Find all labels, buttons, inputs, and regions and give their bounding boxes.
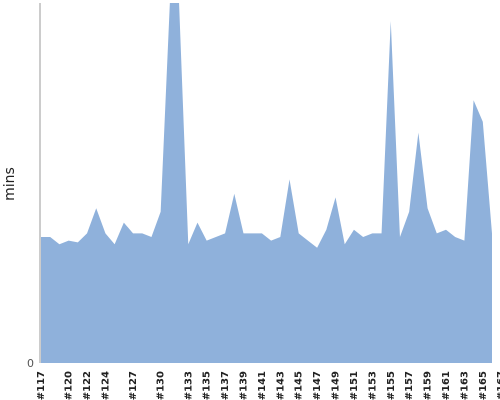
x-tick-label: #145: [294, 371, 305, 400]
x-tick-label: #165: [478, 371, 489, 400]
x-tick-label: #127: [128, 371, 139, 400]
series-area: [41, 3, 492, 363]
x-tick-label: #120: [64, 371, 75, 400]
x-tick-label: #141: [257, 371, 268, 400]
x-axis-ticks: #117 #120 #122 #124 #127 #130 #133 #135 #137 #139…: [36, 371, 500, 400]
x-tick-label: #167: [496, 371, 500, 400]
x-tick-label: #157: [404, 371, 415, 400]
x-tick-label: #163: [459, 371, 470, 400]
x-tick-label: #147: [312, 371, 323, 400]
x-tick-label: #161: [441, 371, 452, 400]
y-axis-title: mins: [2, 167, 18, 201]
x-tick-label: #153: [367, 371, 378, 400]
y-tick-label: 0: [27, 357, 34, 370]
x-tick-label: #130: [156, 371, 167, 400]
x-tick-label: #133: [183, 371, 194, 400]
x-tick-label: #135: [202, 371, 213, 400]
x-tick-label: #139: [238, 371, 249, 400]
x-tick-label: #124: [100, 371, 111, 400]
x-tick-label: #159: [423, 371, 434, 400]
x-tick-label: #151: [349, 371, 360, 400]
x-tick-label: #117: [36, 371, 47, 400]
plot-area: [41, 3, 492, 363]
x-tick-label: #149: [331, 371, 342, 400]
x-tick-label: #122: [82, 371, 93, 400]
x-tick-label: #137: [220, 371, 231, 400]
x-tick-label: #155: [386, 371, 397, 400]
x-tick-label: #143: [275, 371, 286, 400]
